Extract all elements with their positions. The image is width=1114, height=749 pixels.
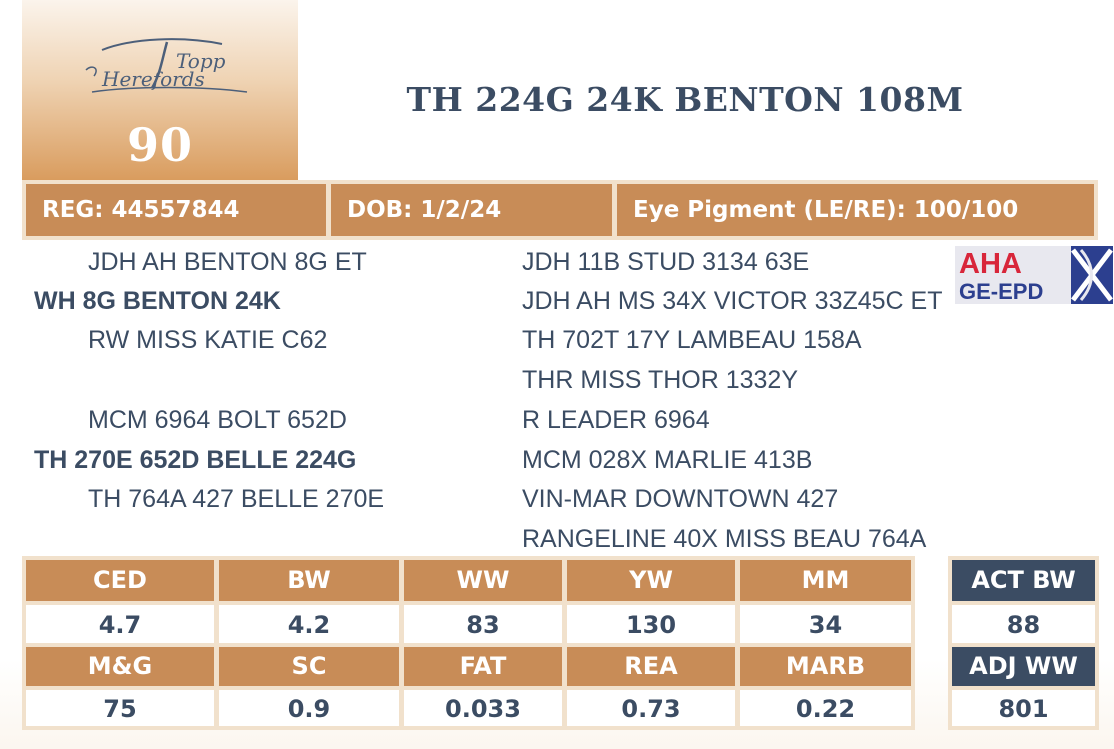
epd-header-sc: SC: [219, 647, 399, 686]
epd-header-bw: BW: [219, 560, 399, 601]
act-bw-label: ACT BW: [952, 560, 1095, 601]
pedigree-dam: TH 270E 652D BELLE 224G: [34, 446, 357, 474]
epd-value-mg: 75: [26, 690, 214, 726]
lot-number: 90: [126, 118, 193, 172]
registration-bar: REG: 44557844 DOB: 1/2/24 Eye Pigment (L…: [22, 180, 1098, 240]
epd-header-mg: M&G: [26, 647, 214, 686]
epd-header-yw: YW: [567, 560, 735, 601]
pedigree-ancestor: VIN-MAR DOWNTOWN 427: [522, 485, 839, 513]
epd-header-rea: REA: [567, 647, 735, 686]
epd-header-mm: MM: [740, 560, 911, 601]
epd-header-ced: CED: [26, 560, 214, 601]
pedigree-sire-sire: JDH AH BENTON 8G ET: [88, 248, 367, 276]
date-of-birth: DOB: 1/2/24: [331, 184, 612, 236]
pedigree-sire-dam: RW MISS KATIE C62: [88, 326, 328, 354]
adj-ww-value: 801: [952, 690, 1095, 726]
pedigree-ancestor: JDH AH MS 34X VICTOR 33Z45C ET: [522, 287, 943, 315]
pedigree-ancestor: RANGELINE 40X MISS BEAU 764A: [522, 525, 927, 553]
lot-header-block: Topp Herefords 90: [22, 0, 298, 180]
aha-ge-epd-logo: AHA GE-EPD: [955, 246, 1113, 304]
epd-value-mm: 34: [740, 605, 911, 643]
epd-value-bw: 4.2: [219, 605, 399, 643]
registration-number: REG: 44557844: [26, 184, 326, 236]
epd-header-marb: MARB: [740, 647, 911, 686]
epd-value-sc: 0.9: [219, 690, 399, 726]
logo-text-topp: Topp: [176, 49, 226, 73]
epd-header-fat: FAT: [404, 647, 562, 686]
adj-ww-label: ADJ WW: [952, 647, 1095, 686]
aha-badge-line2: GE-EPD: [959, 279, 1043, 304]
pedigree-dam-sire: MCM 6964 BOLT 652D: [88, 406, 347, 434]
epd-value-fat: 0.033: [404, 690, 562, 726]
pedigree-ancestor: THR MISS THOR 1332Y: [522, 366, 799, 394]
topp-herefords-logo: Topp Herefords: [85, 38, 248, 93]
epd-header-ww: WW: [404, 560, 562, 601]
epd-value-yw: 130: [567, 605, 735, 643]
pedigree-dam-dam: TH 764A 427 BELLE 270E: [88, 485, 385, 513]
actuals-table: ACT BW 88 ADJ WW 801: [948, 556, 1099, 730]
pedigree-sire: WH 8G BENTON 24K: [34, 287, 281, 315]
epd-value-ww: 83: [404, 605, 562, 643]
pedigree-ancestor: JDH 11B STUD 3134 63E: [522, 248, 810, 276]
aha-badge-line1: AHA: [959, 248, 1022, 280]
pedigree-ancestor: R LEADER 6964: [522, 406, 710, 434]
epd-value-ced: 4.7: [26, 605, 214, 643]
pedigree-ancestor: MCM 028X MARLIE 413B: [522, 446, 813, 474]
logo-text-herefords: Herefords: [101, 67, 205, 91]
epd-value-rea: 0.73: [567, 690, 735, 726]
epd-value-marb: 0.22: [740, 690, 911, 726]
pedigree-ancestor: TH 702T 17Y LAMBEAU 158A: [522, 326, 862, 354]
act-bw-value: 88: [952, 605, 1095, 643]
eye-pigment: Eye Pigment (LE/RE): 100/100: [617, 184, 1094, 236]
epd-table: CED BW WW YW MM 4.7 4.2 83 130 34 M&G SC…: [22, 556, 915, 730]
animal-name: TH 224G 24K BENTON 108M: [406, 80, 964, 119]
